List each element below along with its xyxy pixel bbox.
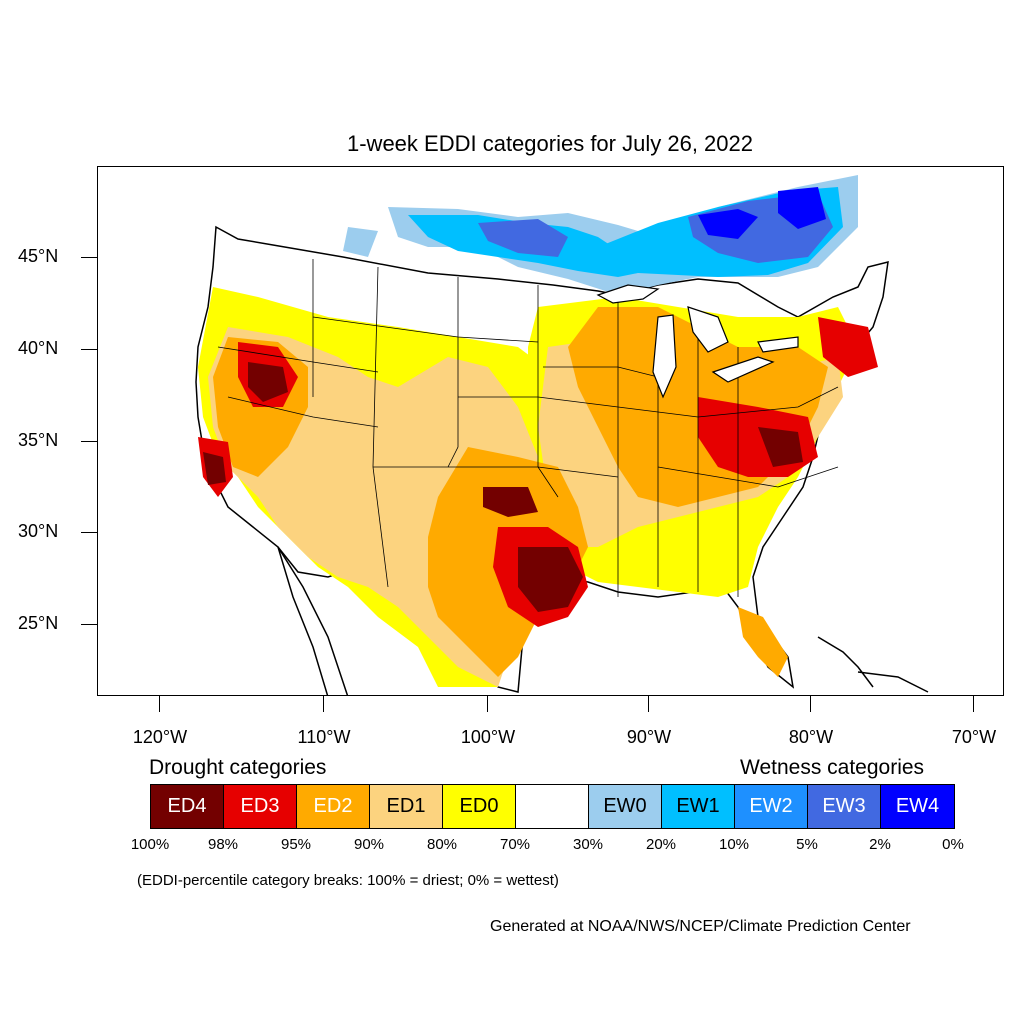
dry-area-ed2-d <box>738 607 788 677</box>
lat-label-35: 35°N <box>18 430 59 450</box>
wet-area-ew3 <box>478 219 568 257</box>
lon-label-80: 80°W <box>788 727 834 747</box>
lat-label-25: 25°N <box>18 613 59 633</box>
lon-tick <box>323 696 324 712</box>
legend-box-ew4: EW4 <box>881 785 954 828</box>
lon-tick <box>973 696 974 712</box>
lon-tick <box>810 696 811 712</box>
lon-tick <box>648 696 649 712</box>
legend-box-ew1: EW1 <box>662 785 735 828</box>
lake-huron <box>687 306 729 353</box>
wet-area-ew4-b <box>778 187 826 229</box>
wet-area-ew4 <box>698 209 758 239</box>
lake-ontario <box>757 336 799 353</box>
lon-label-110: 110°W <box>297 727 351 747</box>
percentile-label: 20% <box>645 836 677 853</box>
lon-label-120: 120°W <box>132 727 188 747</box>
dry-area-ed4-d <box>483 487 538 517</box>
category-note: (EDDI-percentile category breaks: 100% =… <box>137 872 559 889</box>
eddi-map <box>97 166 1004 696</box>
dry-area-ed4-c <box>203 452 226 485</box>
lat-tick <box>81 624 97 625</box>
percentile-label: 2% <box>869 836 891 853</box>
percentile-label: 10% <box>718 836 750 853</box>
lat-label-40: 40°N <box>18 338 59 358</box>
lat-tick <box>81 441 97 442</box>
dry-area-ed4-b <box>248 362 288 402</box>
wetness-categories-heading: Wetness categories <box>740 756 925 779</box>
legend-box-ed1: ED1 <box>370 785 443 828</box>
lat-label-30: 30°N <box>18 521 59 541</box>
percentile-label: 98% <box>207 836 239 853</box>
category-legend: ED4 ED3 ED2 ED1 ED0 EW0 EW1 EW2 EW3 EW4 <box>150 784 955 829</box>
lon-tick <box>159 696 160 712</box>
us-map-canvas <box>195 175 929 695</box>
percentile-label: 70% <box>499 836 531 853</box>
legend-box-ed3: ED3 <box>224 785 297 828</box>
cuba-coast <box>857 671 929 693</box>
lake-erie <box>711 356 775 383</box>
map-title: 1-week EDDI categories for July 26, 2022 <box>347 131 753 156</box>
lat-tick <box>81 257 97 258</box>
percentile-label: 80% <box>426 836 458 853</box>
legend-box-neutral <box>516 785 589 828</box>
percentile-label: 100% <box>130 836 170 853</box>
legend-box-ew0: EW0 <box>589 785 662 828</box>
legend-box-ed4: ED4 <box>151 785 224 828</box>
lake-superior <box>596 284 660 304</box>
credit-text: Generated at NOAA/NWS/NCEP/Climate Predi… <box>490 918 911 935</box>
dry-area-ed4 <box>518 547 583 612</box>
legend-box-ew2: EW2 <box>735 785 808 828</box>
lake-michigan <box>652 314 677 399</box>
great-lakes <box>596 284 799 399</box>
lat-tick <box>81 349 97 350</box>
lon-label-70: 70°W <box>951 727 997 747</box>
percentile-label: 0% <box>942 836 964 853</box>
dry-area-ed3-e <box>818 317 878 377</box>
baja-coast <box>277 546 349 695</box>
legend-box-ed2: ED2 <box>297 785 370 828</box>
lon-tick <box>487 696 488 712</box>
lon-label-100: 100°W <box>460 727 516 747</box>
dry-area-ed4-e <box>758 427 803 467</box>
bahamas <box>817 636 874 688</box>
wetness-regions <box>343 175 858 295</box>
lat-label-45: 45°N <box>18 246 59 266</box>
percentile-label: 95% <box>280 836 312 853</box>
legend-box-ed0: ED0 <box>443 785 516 828</box>
percentile-label: 5% <box>796 836 818 853</box>
wet-area-ew0-west <box>343 227 378 257</box>
drought-regions <box>198 287 878 687</box>
lat-tick <box>81 532 97 533</box>
state-boundaries <box>217 259 839 597</box>
drought-categories-heading: Drought categories <box>149 756 327 779</box>
percentile-label: 90% <box>353 836 385 853</box>
lon-label-90: 90°W <box>626 727 672 747</box>
percentile-label: 30% <box>572 836 604 853</box>
legend-box-ew3: EW3 <box>808 785 881 828</box>
